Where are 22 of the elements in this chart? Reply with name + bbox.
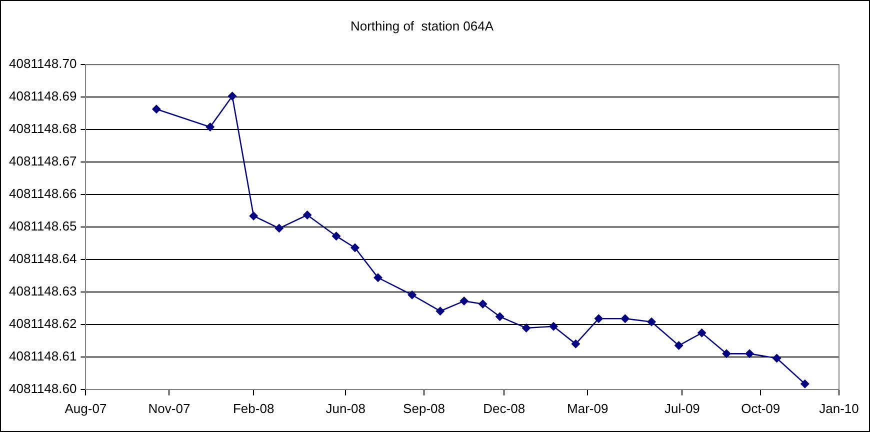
y-tick-label: 4081148.66: [9, 186, 77, 202]
y-tick-label: 4081148.61: [9, 348, 77, 364]
x-tick-label: Jan-10: [819, 400, 859, 416]
x-tick-label: Oct-09: [741, 400, 780, 416]
x-tick-label: Nov-07: [148, 400, 190, 416]
y-tick-label: 4081148.60: [9, 380, 77, 396]
y-tick-label: 4081148.63: [9, 284, 77, 299]
y-tick-label: 4081148.67: [9, 154, 77, 169]
y-tick-label: 4081148.68: [9, 121, 77, 136]
y-tick-label: 4081148.65: [9, 218, 77, 234]
x-tick-label: Mar-09: [567, 400, 608, 416]
y-tick-label: 4081148.70: [9, 56, 77, 72]
x-tick-label: Aug-07: [64, 400, 107, 416]
x-tick-label: Feb-08: [232, 400, 274, 416]
x-tick-label: Jun-08: [326, 400, 366, 416]
x-tick-label: Dec-08: [483, 400, 526, 416]
y-tick-label: 4081148.69: [9, 88, 77, 104]
y-tick-label: 4081148.64: [9, 251, 77, 266]
y-tick-label: 4081148.62: [9, 316, 77, 332]
x-tick-label: Sep-08: [403, 400, 445, 416]
chart-title: Northing of station 064A: [350, 18, 494, 34]
x-tick-label: Jul-09: [664, 400, 700, 416]
